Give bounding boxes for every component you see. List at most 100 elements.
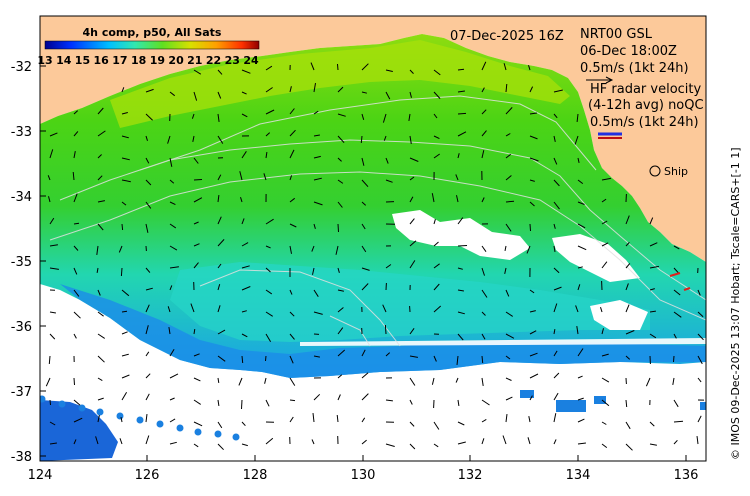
- current-vector: [457, 217, 464, 225]
- current-vector: [97, 130, 106, 137]
- current-vector: [574, 135, 579, 145]
- current-vector: [553, 303, 558, 313]
- current-vector: [145, 135, 148, 141]
- current-vector: [120, 417, 123, 423]
- current-vector: [672, 377, 675, 385]
- current-vector: [505, 83, 508, 93]
- current-vector: [168, 327, 171, 335]
- current-vector: [289, 289, 293, 295]
- current-vector: [73, 245, 79, 251]
- current-vector: [217, 305, 221, 313]
- current-vector: [385, 352, 391, 357]
- current-vector: [191, 113, 195, 119]
- current-vector: [73, 333, 77, 339]
- current-vector: [241, 69, 251, 74]
- current-vector: [576, 326, 579, 335]
- current-vector: [169, 91, 176, 97]
- current-vector: [601, 377, 610, 383]
- current-vector: [49, 244, 58, 247]
- x-tick-label: 124: [28, 468, 53, 483]
- current-vector: [361, 223, 366, 230]
- current-vector: [96, 267, 99, 273]
- current-vector: [361, 393, 369, 401]
- current-vector: [121, 179, 131, 183]
- current-vector: [529, 352, 538, 357]
- current-vector: [431, 377, 435, 385]
- current-vector: [577, 397, 584, 401]
- current-vector: [169, 285, 173, 291]
- colorbar-tick-label: 14: [56, 54, 72, 67]
- current-vector: [433, 219, 436, 225]
- current-vector: [409, 176, 415, 181]
- current-vector: [577, 201, 585, 205]
- current-vector: [239, 171, 243, 181]
- current-vector: [625, 421, 631, 430]
- current-vector: [384, 324, 387, 335]
- current-vector: [625, 304, 630, 313]
- current-vector: [313, 110, 319, 115]
- current-vector: [481, 418, 487, 423]
- current-vector: [49, 442, 57, 445]
- current-vector: [241, 333, 248, 338]
- x-axis: 124 126 128 130 132 134 136: [28, 455, 698, 483]
- current-vector: [73, 193, 78, 203]
- colorbar-tick-label: 24: [243, 54, 259, 67]
- colorbar: 4h comp, p50, All Sats 13 14 15 16 17 18 19 20 2…: [37, 26, 260, 67]
- current-vector: [337, 394, 341, 401]
- current-vector: [529, 310, 536, 313]
- current-vector: [217, 135, 224, 144]
- current-vector: [169, 441, 177, 445]
- current-vector: [481, 61, 487, 71]
- colorbar-tick-label: 15: [75, 54, 90, 67]
- current-vector: [382, 304, 387, 313]
- current-vector: [121, 392, 128, 401]
- current-vector: [118, 245, 123, 253]
- current-vector: [553, 267, 560, 274]
- current-vector: [119, 438, 123, 445]
- current-vector: [457, 68, 465, 71]
- hf-radar-avg: (4-12h avg) noQC: [588, 98, 704, 113]
- current-vector: [311, 245, 315, 252]
- current-vector: [217, 443, 224, 451]
- current-vector: [505, 107, 513, 115]
- current-vector: [576, 113, 579, 122]
- current-vector: [457, 131, 467, 137]
- current-vector: [361, 157, 365, 166]
- current-vector: [265, 289, 273, 295]
- current-vector: [337, 113, 346, 117]
- current-vector: [73, 399, 81, 406]
- hf-radar-title: HF radar velocity: [590, 82, 702, 97]
- current-vector: [433, 241, 439, 247]
- ship-marker: [649, 165, 661, 177]
- current-vector: [409, 135, 412, 144]
- current-vector: [192, 135, 195, 142]
- current-vector: [601, 242, 609, 247]
- arrow-scale-glyph: [586, 76, 614, 84]
- current-vector: [49, 311, 56, 314]
- current-vector: [553, 286, 562, 291]
- current-vector: [241, 310, 247, 313]
- current-vector: [553, 245, 556, 252]
- current-vector: [457, 153, 460, 159]
- current-vector: [455, 174, 459, 181]
- colorbar-tick-label: 17: [112, 54, 127, 67]
- current-vector: [169, 179, 175, 184]
- current-vector: [313, 355, 320, 358]
- current-vector: [97, 397, 104, 401]
- colorbar-tick-label: 21: [187, 54, 202, 67]
- current-vector: [673, 311, 682, 318]
- current-vector: [49, 149, 54, 159]
- current-vector: [48, 355, 51, 365]
- hf-radar-vectors: [669, 272, 691, 291]
- current-vector: [265, 132, 271, 137]
- current-vector: [625, 283, 629, 291]
- cloud-gap-2: [552, 234, 640, 282]
- current-vector: [289, 149, 295, 159]
- current-vector: [457, 289, 464, 292]
- current-vector: [528, 416, 531, 423]
- current-vector: [217, 216, 222, 225]
- current-vector: [433, 135, 440, 140]
- current-vector: [169, 397, 175, 401]
- current-vector: [409, 328, 415, 335]
- current-vector: [457, 399, 460, 406]
